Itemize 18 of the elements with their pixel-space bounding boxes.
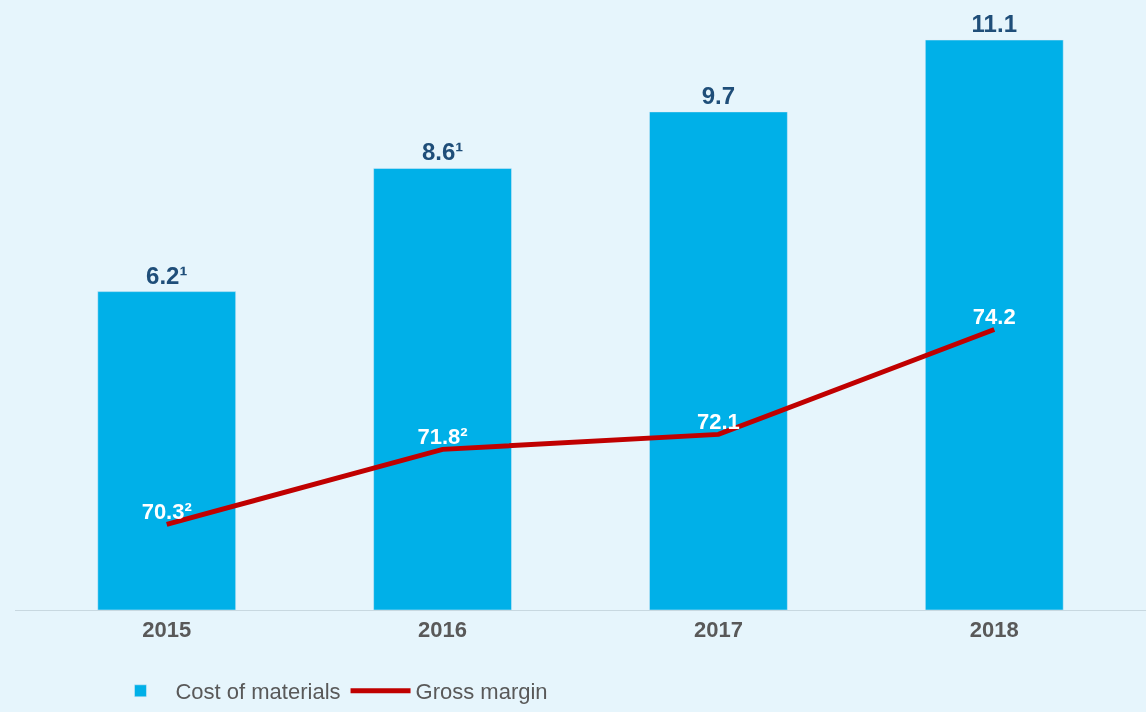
- legend-label: Cost of materials: [175, 679, 341, 705]
- bar: [649, 111, 788, 610]
- x-tick-label: 2016: [418, 617, 468, 643]
- bar: [97, 291, 236, 610]
- x-tick-label: 2018: [969, 617, 1019, 643]
- data-label: 8.6¹: [421, 138, 464, 166]
- bar: [925, 39, 1064, 610]
- data-label: 72.1: [697, 408, 740, 434]
- x-tick-label: 2015: [142, 617, 192, 643]
- data-label: 6.2¹: [146, 261, 188, 289]
- data-label: 11.1: [971, 10, 1017, 37]
- data-label: 9.7: [701, 81, 736, 109]
- data-label: 71.8²: [417, 423, 468, 449]
- legend-label: Gross margin: [415, 679, 548, 705]
- data-label: 70.3²: [141, 498, 192, 524]
- data-label: 74.2: [972, 303, 1016, 329]
- x-tick-label: 2017: [693, 617, 743, 643]
- bar: [373, 168, 512, 610]
